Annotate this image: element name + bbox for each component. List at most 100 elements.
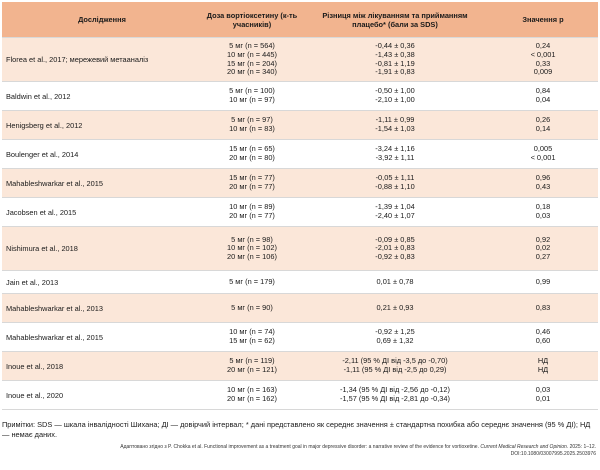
table-row: Baldwin et al., 2012 5 мг (n = 100) 10 мг …: [2, 81, 598, 111]
pvalue-cell: 0,92 0,02 0,27: [488, 226, 598, 271]
pvalue-line: НД: [537, 356, 549, 366]
dose-cell: 5 мг (n = 97) 10 мг (n = 83): [202, 110, 302, 140]
dose-line: 5 мг (n = 564): [229, 41, 275, 51]
dose-line: 20 мг (n = 121): [227, 365, 277, 374]
study-cell: Mahableshwarkar et al., 2013: [2, 293, 202, 323]
dose-line: 10 мг (n = 102): [227, 243, 277, 253]
table-row: Jain et al., 2013 5 мг (n = 179) 0,01 ± 0,…: [2, 270, 598, 294]
difference-line: -0,88 ± 1,10: [375, 182, 415, 191]
pvalue-cell: 0,83: [488, 293, 598, 323]
dose-line: 10 мг (n = 97): [229, 95, 275, 104]
dose-cell: 5 мг (n = 564) 10 мг (n = 445) 15 мг (n = …: [202, 37, 302, 82]
pvalue-cell: 0,26 0,14: [488, 110, 598, 140]
difference-cell: -0,44 ± 0,36 -1,43 ± 0,38 -0,81 ± 1,19 -1,9…: [302, 37, 488, 82]
pvalue-line: 0,01: [535, 394, 551, 403]
dose-cell: 10 мг (n = 74) 15 мг (n = 62): [202, 322, 302, 352]
pvalue-cell: 0,96 0,43: [488, 168, 598, 198]
table-row: Mahableshwarkar et al., 2013 5 мг (n = 90…: [2, 293, 598, 323]
difference-line: -3,92 ± 1,11: [375, 153, 415, 162]
pvalue-line: 0,33: [535, 58, 551, 68]
dose-line: 10 мг (n = 89): [229, 202, 275, 212]
difference-line: -0,09 ± 0,85: [375, 234, 415, 244]
table-row: Mahableshwarkar et al., 2015 10 мг (n = 7…: [2, 322, 598, 352]
pvalue-cell: 0,84 0,04: [488, 81, 598, 111]
dose-cell: 5 мг (n = 98) 10 мг (n = 102) 20 мг (n = 1…: [202, 226, 302, 271]
pvalue-cell: 0,99: [488, 270, 598, 294]
study-cell: Mahableshwarkar et al., 2015: [2, 168, 202, 198]
source-journal: Current Medical Research and Opinion.: [480, 444, 569, 450]
pvalue-cell: НД НД: [488, 351, 598, 381]
pvalue-line: 0,005: [533, 144, 553, 154]
difference-line: 0,01 ± 0,78: [376, 276, 414, 286]
difference-line: -2,40 ± 1,07: [375, 211, 415, 220]
study-cell: Mahableshwarkar et al., 2015: [2, 322, 202, 352]
dose-line: 5 мг (n = 179): [229, 276, 275, 286]
pvalue-cell: 0,03 0,01: [488, 380, 598, 410]
pvalue-line: 0,92: [535, 234, 551, 244]
dose-line: 20 мг (n = 106): [227, 251, 277, 261]
pvalue-line: 0,009: [533, 67, 553, 77]
pvalue-line: 0,84: [535, 86, 551, 96]
table-row: Mahableshwarkar et al., 2015 15 мг (n = 7…: [2, 168, 598, 198]
table-row: Inoue et al., 2020 10 мг (n = 163) 20 мг (…: [2, 380, 598, 410]
study-cell: Jacobsen et al., 2015: [2, 197, 202, 227]
table-row: Florea et al., 2017; мережевий метааналі…: [2, 37, 598, 82]
pvalue-line: 0,04: [535, 95, 551, 104]
pvalue-line: 0,27: [535, 251, 551, 261]
dose-cell: 5 мг (n = 119) 20 мг (n = 121): [202, 351, 302, 381]
dose-line: 10 мг (n = 83): [229, 124, 275, 133]
study-cell: Nishimura et al., 2018: [2, 226, 202, 271]
difference-cell: -1,39 ± 1,04 -2,40 ± 1,07: [302, 197, 488, 227]
dose-line: 10 мг (n = 74): [229, 327, 275, 337]
header-study: Дослідження: [2, 2, 202, 38]
difference-cell: 0,21 ± 0,93: [302, 293, 488, 323]
dose-line: 20 мг (n = 162): [227, 394, 277, 403]
table-notes: Примітки: SDS — шкала інвалідності Шихан…: [2, 420, 591, 439]
pvalue-cell: 0,24 < 0,001 0,33 0,009: [488, 37, 598, 82]
difference-cell: -0,92 ± 1,25 0,69 ± 1,32: [302, 322, 488, 352]
dose-line: 5 мг (n = 97): [231, 115, 273, 125]
pvalue-line: 0,18: [535, 202, 551, 212]
difference-line: -1,91 ± 0,83: [375, 67, 415, 77]
pvalue-line: 0,43: [535, 182, 551, 191]
pvalue-line: 0,14: [535, 124, 551, 133]
dose-cell: 5 мг (n = 100) 10 мг (n = 97): [202, 81, 302, 111]
pvalue-line: 0,03: [535, 385, 551, 395]
header-dose: Доза вортіоксетину (к-ть учасників): [202, 2, 302, 38]
difference-cell: -1,34 (95 % ДІ від -2,56 до -0,12) -1,57 …: [302, 380, 488, 410]
pvalue-line: 0,03: [535, 211, 551, 220]
dose-line: 10 мг (n = 445): [227, 49, 277, 59]
pvalue-line: < 0,001: [530, 153, 556, 162]
pvalue-line: 0,83: [535, 302, 551, 312]
pvalue-line: 0,60: [535, 336, 551, 345]
difference-line: 0,69 ± 1,32: [376, 336, 414, 345]
difference-cell: -0,50 ± 1,00 -2,10 ± 1,00: [302, 81, 488, 111]
pvalue-cell: 0,18 0,03: [488, 197, 598, 227]
difference-line: -0,81 ± 1,19: [375, 58, 415, 68]
difference-line: -0,50 ± 1,00: [375, 86, 415, 96]
difference-cell: 0,01 ± 0,78: [302, 270, 488, 294]
difference-line: 0,21 ± 0,93: [376, 302, 414, 312]
pvalue-line: 0,99: [535, 276, 551, 286]
pvalue-line: 0,02: [535, 243, 551, 253]
study-cell: Inoue et al., 2020: [2, 380, 202, 410]
source-prefix: Адаптовано згідно з P. Chokka et al. Fun…: [120, 444, 479, 450]
study-cell: Florea et al., 2017; мережевий метааналі…: [2, 37, 202, 82]
study-cell: Jain et al., 2013: [2, 270, 202, 294]
dose-line: 10 мг (n = 163): [227, 385, 277, 395]
results-table: Дослідження Доза вортіоксетину (к-ть уча…: [2, 2, 598, 410]
dose-line: 15 мг (n = 204): [227, 58, 277, 68]
difference-line: -0,92 ± 1,25: [375, 327, 415, 337]
dose-cell: 10 мг (n = 163) 20 мг (n = 162): [202, 380, 302, 410]
dose-line: 15 мг (n = 62): [229, 336, 275, 345]
difference-line: -3,24 ± 1,16: [375, 144, 415, 154]
pvalue-line: НД: [537, 365, 549, 374]
source-suffix: 2025: 1–12. DOI:10.1080/03007995.2025.25…: [510, 444, 596, 457]
difference-line: -2,11 (95 % ДІ від -3,5 до -0,70): [342, 356, 448, 366]
pvalue-line: 0,26: [535, 115, 551, 125]
difference-line: -0,92 ± 0,83: [375, 251, 415, 261]
table-row: Inoue et al., 2018 5 мг (n = 119) 20 мг (n…: [2, 351, 598, 381]
dose-line: 20 мг (n = 340): [227, 67, 277, 77]
difference-line: -2,01 ± 0,83: [375, 243, 415, 253]
